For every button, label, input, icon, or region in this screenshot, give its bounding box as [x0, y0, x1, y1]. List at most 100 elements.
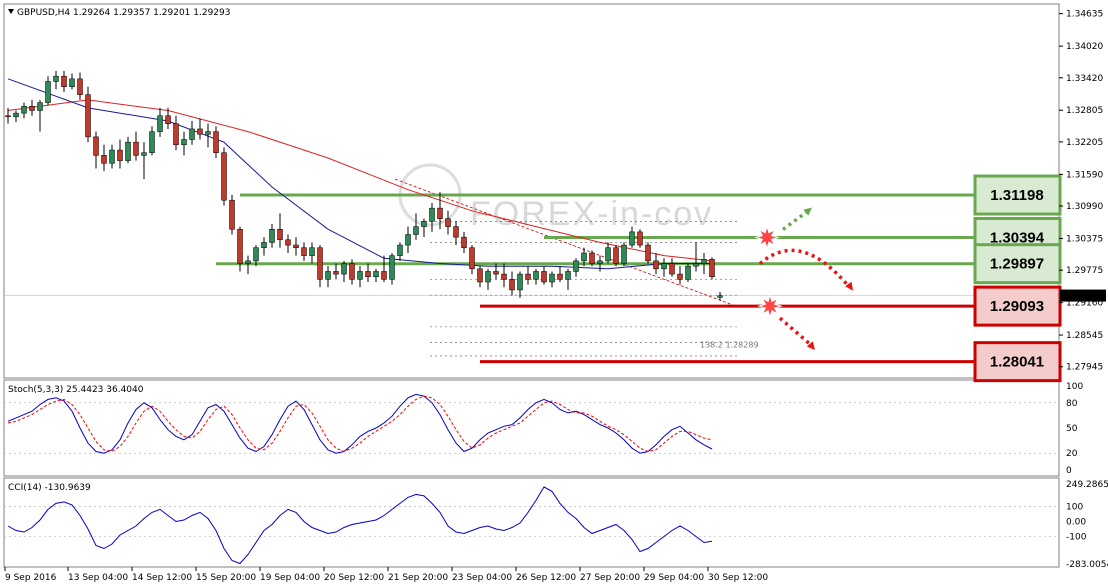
cci-y-label: 100: [1066, 502, 1083, 512]
candle-bull: [53, 75, 59, 82]
candle-bull: [661, 263, 667, 270]
stoch-signal-line: [7, 395, 713, 453]
candle-bear: [525, 273, 531, 280]
candle-bear: [221, 152, 227, 201]
stoch-header: Stoch(5,3,3) 25.4423 36.4040: [8, 385, 144, 395]
level-label-box: 1.29897: [973, 243, 1062, 285]
candle-bull: [341, 263, 347, 275]
trend-line: [394, 178, 736, 307]
candle-bull: [253, 247, 259, 262]
candle-bull: [605, 247, 611, 262]
bearish-arrow-top: [758, 248, 853, 291]
x-tick-label: 15 Sep 20:00: [196, 573, 256, 583]
candle-bear: [117, 149, 123, 161]
candle-bull: [389, 255, 395, 280]
candle-bear: [453, 226, 459, 238]
stoch-panel-frame: [3, 379, 1060, 477]
x-tick-label: 27 Sep 20:00: [580, 573, 640, 583]
candle-bear: [349, 263, 355, 280]
candle-bull: [189, 128, 195, 140]
candle-bull: [373, 271, 379, 277]
candle-bull: [357, 271, 363, 280]
candle-bull: [325, 271, 331, 280]
candle-bull: [125, 141, 131, 161]
candle-bull: [549, 273, 555, 283]
x-tick-label: 26 Sep 12:00: [516, 573, 576, 583]
x-tick-label: 23 Sep 04:00: [452, 573, 512, 583]
level-box-label: 1.30394: [990, 229, 1045, 246]
candle-bear: [85, 94, 91, 138]
candle-bear: [509, 279, 515, 291]
y-tick-label: 1.34020: [1066, 42, 1103, 52]
candle-bear: [5, 115, 11, 118]
axes: 1.34635 1.34020 1.33420 1.32805 1.32205 1.315…: [4, 10, 1108, 583]
candle-bull: [621, 244, 627, 264]
cci-panel-frame: [3, 477, 1060, 568]
candle-bull: [629, 231, 635, 246]
candle-bear: [477, 268, 483, 283]
candle-bear: [541, 271, 547, 283]
candle-bull: [37, 102, 43, 111]
candle-bear: [293, 244, 299, 248]
candle-bear: [317, 247, 323, 280]
y-tick-label: 1.29160: [1066, 299, 1103, 309]
x-tick-label: 21 Sep 20:00: [388, 573, 448, 583]
x-tick-label: 13 Sep 04:00: [68, 573, 128, 583]
candle-bear: [213, 131, 219, 153]
candle-bear: [493, 271, 499, 275]
arrow-head: [845, 281, 853, 291]
y-tick-label: 1.34635: [1066, 10, 1103, 20]
candle-bear: [77, 78, 83, 95]
candle-bull: [205, 131, 211, 135]
bearish-arrow-bottom: [778, 316, 815, 351]
candle-bull: [685, 265, 691, 280]
main-header: GBPUSD,H4 1.29264 1.29357 1.29201 1.2929…: [17, 8, 230, 18]
candle-bear: [333, 271, 339, 275]
burst-icon: [754, 224, 780, 251]
candle-bull: [309, 247, 315, 256]
cci-header: CCI(14) -130.9639: [8, 483, 91, 493]
y-tick-label: 1.28545: [1066, 331, 1103, 341]
arrow-path: [781, 211, 808, 231]
main-panel: FOREX-in-cov 138.2 1.28289 1.31198 1.30394 1…: [4, 70, 1062, 383]
candle-bull: [157, 115, 163, 132]
candle-bear: [101, 155, 107, 164]
y-tick-label: 1.27945: [1066, 363, 1103, 373]
level-label-box: 1.29093: [973, 285, 1062, 327]
candle-bear: [709, 259, 715, 277]
candle-bear: [557, 273, 563, 280]
candle-bull: [413, 226, 419, 235]
candle-bear: [165, 115, 171, 124]
menu-triangle-icon[interactable]: [8, 9, 14, 14]
candle-bull: [565, 271, 571, 280]
burst-icon: [757, 293, 783, 319]
candle-bull: [13, 112, 19, 118]
candle-bear: [669, 263, 675, 275]
candle-bull: [517, 273, 523, 291]
candle-bull: [397, 244, 403, 256]
y-tick-label: 1.30990: [1066, 202, 1103, 212]
level-box-label: 1.31198: [990, 187, 1043, 204]
cci-y-label: 0.00: [1066, 517, 1086, 527]
candle-bull: [485, 271, 491, 283]
candle-bear: [461, 236, 467, 248]
candle-bull: [261, 242, 267, 248]
candle-bear: [133, 141, 139, 156]
y-tick-label: 1.32205: [1066, 138, 1103, 148]
candle-bull: [245, 260, 251, 264]
level-box-rect: [973, 174, 1062, 216]
stoch-y-label: 100: [1066, 382, 1083, 392]
candle-bull: [149, 131, 155, 153]
candle-bull: [581, 252, 587, 262]
stoch-y-label: 80: [1066, 399, 1078, 409]
candle-bull: [701, 259, 707, 264]
stoch-main-line: [7, 393, 713, 454]
candle-bear: [237, 228, 243, 264]
x-tick-label: 20 Sep 12:00: [324, 573, 384, 583]
x-tick-label: 29 Sep 04:00: [644, 573, 704, 583]
fib-label: 138.2 1.28289: [700, 340, 759, 349]
candle-bull: [269, 228, 275, 243]
candle-bull: [21, 106, 27, 114]
